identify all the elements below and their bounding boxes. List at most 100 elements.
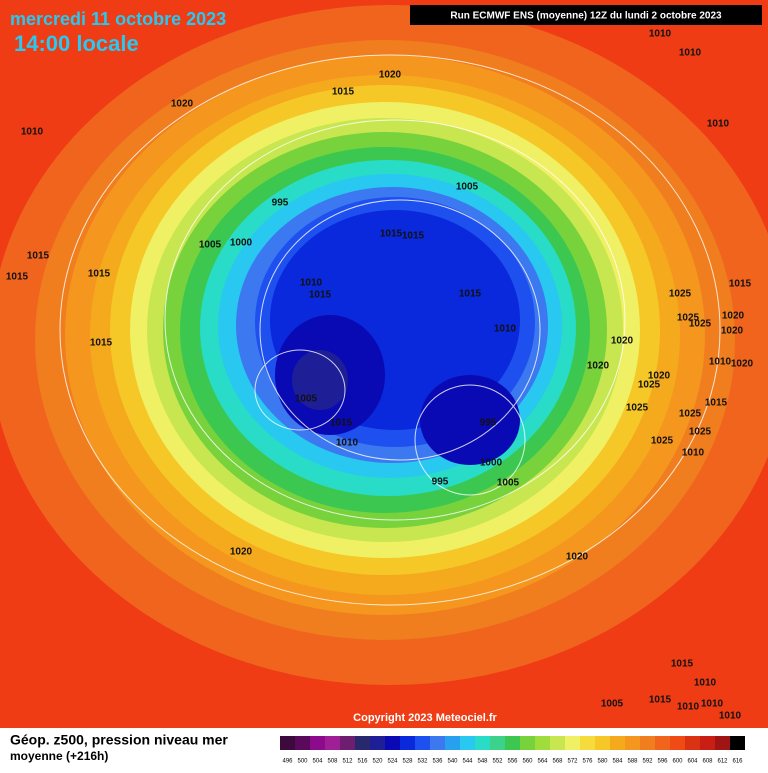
isobar-label: 1015 [332, 87, 355, 98]
colorbar-label: 552 [492, 759, 503, 765]
color-swatch [325, 736, 340, 750]
isobar-label: 1020 [566, 552, 589, 563]
colorbar-label: 576 [582, 759, 593, 765]
color-swatch [535, 736, 550, 750]
color-swatch [490, 736, 505, 750]
isobar-label: 1000 [230, 238, 253, 249]
colorbar-label: 596 [657, 759, 668, 765]
isobars [59, 54, 721, 606]
color-swatch [430, 736, 445, 750]
isobar-label: 1025 [651, 436, 674, 447]
colorbar-label: 516 [357, 759, 368, 765]
colorbar-label: 556 [507, 759, 518, 765]
color-swatch [640, 736, 655, 750]
isobar-label: 1010 [701, 699, 724, 710]
colorbar-label: 520 [372, 759, 383, 765]
isobar-label: 1010 [707, 119, 730, 130]
colorbar-label: 508 [327, 759, 338, 765]
isobar-label: 1025 [638, 380, 661, 391]
color-swatch [310, 736, 325, 750]
isobar-label: 1020 [611, 336, 634, 347]
colorbar-label: 608 [702, 759, 713, 765]
color-swatch [445, 736, 460, 750]
isobar-label: 1025 [669, 289, 692, 300]
color-swatch [385, 736, 400, 750]
colorbar-label: 564 [537, 759, 548, 765]
isobar-label: 1015 [671, 659, 694, 670]
colorbar-label: 568 [552, 759, 563, 765]
colorbar-label: 592 [642, 759, 653, 765]
colorbar-label: 524 [387, 759, 398, 765]
color-swatch [655, 736, 670, 750]
isobar-label: 1005 [601, 699, 624, 710]
isobar-label: 1020 [587, 361, 610, 372]
color-swatch [595, 736, 610, 750]
color-swatch [670, 736, 685, 750]
colorbar-label: 548 [477, 759, 488, 765]
isobar-label: 1015 [459, 289, 482, 300]
isobar-label: 1015 [309, 290, 332, 301]
color-swatch [415, 736, 430, 750]
isobar-label: 995 [480, 418, 497, 429]
colorbar-label: 588 [627, 759, 638, 765]
color-swatch [475, 736, 490, 750]
color-swatch [280, 736, 295, 750]
isobar-label: 1025 [689, 319, 712, 330]
color-swatch [685, 736, 700, 750]
colorbar-label: 540 [447, 759, 458, 765]
colorbar-label: 500 [297, 759, 308, 765]
color-swatch [400, 736, 415, 750]
isobar-label: 1010 [649, 29, 672, 40]
isobar-label: 1025 [677, 313, 700, 324]
colorbar-label: 528 [402, 759, 413, 765]
isobar-label: 1010 [682, 448, 705, 459]
color-swatch [565, 736, 580, 750]
colorbar-label: 604 [687, 759, 698, 765]
isobar-label: 1010 [709, 357, 732, 368]
color-swatch [355, 736, 370, 750]
isobar-label: 1010 [494, 324, 517, 335]
isobar-label: 1015 [402, 231, 425, 242]
isobar-label: 1020 [721, 326, 744, 337]
isobar-label: 1020 [230, 547, 253, 558]
isobar-label: 1015 [649, 695, 672, 706]
isobar-label: 1015 [330, 418, 353, 429]
isobar-label: 1015 [27, 251, 50, 262]
isobar-label: 1010 [679, 48, 702, 59]
isobar-label: 1025 [626, 403, 649, 414]
color-swatch [295, 736, 310, 750]
colorbar-label: 600 [672, 759, 683, 765]
field [0, 5, 768, 685]
isobar-label: 1015 [729, 279, 752, 290]
isobar-label: 1015 [90, 338, 113, 349]
colorbar-label: 504 [312, 759, 323, 765]
colorbar-label: 560 [522, 759, 533, 765]
colorbar-label: 512 [342, 759, 353, 765]
isobar-label: 1000 [480, 458, 503, 469]
isobar-label: 1005 [199, 240, 222, 251]
isobar-label: 1005 [295, 394, 318, 405]
color-swatch [460, 736, 475, 750]
isobar-label: 1020 [722, 311, 745, 322]
isobar-label: 1025 [679, 409, 702, 420]
isobar-label: 1015 [380, 229, 403, 240]
isobar-label: 1010 [719, 711, 742, 722]
isobar-label: 1010 [300, 278, 323, 289]
isobar-label: 995 [432, 477, 449, 488]
color-swatch [700, 736, 715, 750]
colorbar-label: 616 [732, 759, 743, 765]
isobar-label: 995 [272, 198, 289, 209]
legend-subtitle: moyenne (+216h) [10, 749, 108, 763]
isobar-label: 1005 [456, 182, 479, 193]
color-swatch [370, 736, 385, 750]
isobar-label: 1020 [171, 99, 194, 110]
isobar-label: 1010 [336, 438, 359, 449]
colorbar-label: 544 [462, 759, 473, 765]
colorbar-label: 584 [612, 759, 623, 765]
color-swatch [580, 736, 595, 750]
color-swatch [505, 736, 520, 750]
isobar-label: 1010 [677, 702, 700, 713]
isobar-label: 1020 [379, 70, 402, 81]
colorbar-label: 496 [282, 759, 293, 765]
